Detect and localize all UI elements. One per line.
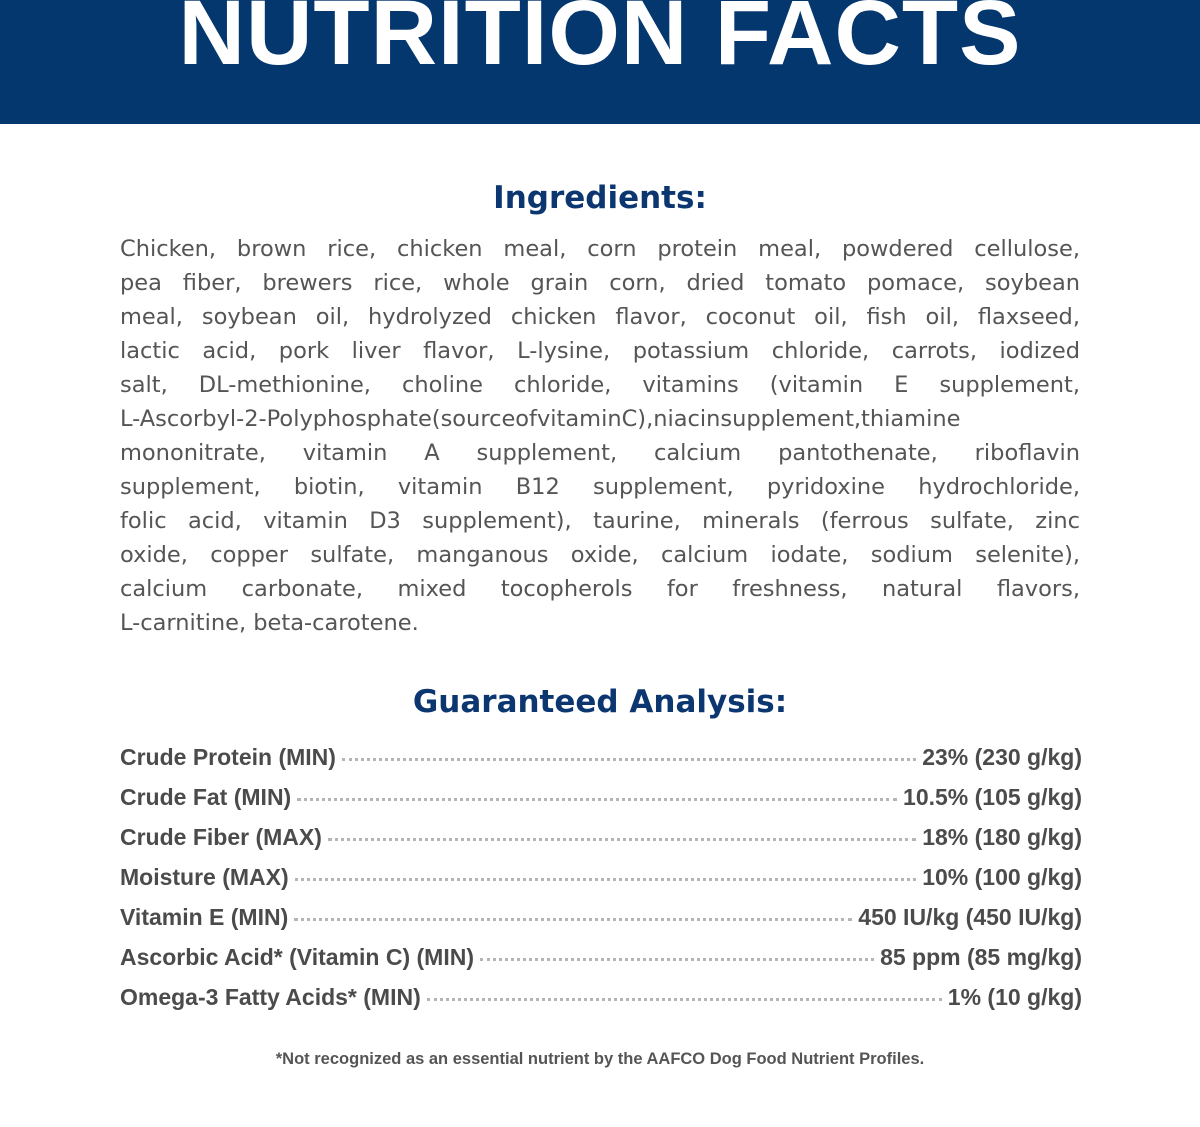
ingredients-line: mononitrate, vitamin A supplement, calci… <box>120 440 1080 466</box>
ingredients-line: lactic acid, pork liver flavor, L-lysine… <box>120 338 1080 364</box>
analysis-row: Crude Fat (MIN) 10.5% (105 g/kg) <box>120 784 1082 824</box>
nutrient-value: 23% (230 g/kg) <box>922 744 1082 770</box>
page-title: NUTRITION FACTS <box>178 0 1022 84</box>
ingredients-line: L-carnitine, beta-carotene. <box>120 610 419 636</box>
analysis-row: Omega-3 Fatty Acids* (MIN) 1% (10 g/kg) <box>120 984 1082 1024</box>
dot-leader <box>297 798 898 801</box>
ingredients-line: pea fiber, brewers rice, whole grain cor… <box>120 270 1080 296</box>
header-band: NUTRITION FACTS <box>0 0 1200 124</box>
analysis-row: Ascorbic Acid* (Vitamin C) (MIN) 85 ppm (… <box>120 944 1082 984</box>
nutrient-label: Crude Fat (MIN) <box>120 784 292 810</box>
nutrient-label: Crude Protein (MIN) <box>120 744 336 770</box>
dot-leader <box>479 958 875 961</box>
dot-leader <box>426 998 942 1001</box>
guaranteed-analysis-table: Crude Protein (MIN) 23% (230 g/kg) Crude F… <box>120 744 1082 1024</box>
analysis-row: Crude Protein (MIN) 23% (230 g/kg) <box>120 744 1082 784</box>
nutrient-value: 18% (180 g/kg) <box>922 824 1082 850</box>
nutrient-label: Moisture (MAX) <box>120 864 289 890</box>
nutrient-label: Vitamin E (MIN) <box>120 904 289 930</box>
nutrient-value: 10% (100 g/kg) <box>922 864 1082 890</box>
ingredients-line: folic acid, vitamin D3 supplement), taur… <box>120 508 1080 534</box>
analysis-row: Crude Fiber (MAX) 18% (180 g/kg) <box>120 824 1082 864</box>
ingredients-line: supplement, biotin, vitamin B12 suppleme… <box>120 474 1080 500</box>
guaranteed-analysis-heading: Guaranteed Analysis: <box>412 684 788 720</box>
analysis-row: Vitamin E (MIN) 450 IU/kg (450 IU/kg) <box>120 904 1082 944</box>
dot-leader <box>341 758 917 761</box>
ingredients-line: oxide, copper sulfate, manganous oxide, … <box>120 542 1080 568</box>
nutrient-value: 1% (10 g/kg) <box>947 984 1082 1010</box>
ingredients-line: Chicken, brown rice, chicken meal, corn … <box>120 236 1080 262</box>
ingredients-line: L-Ascorbyl-2-Polyphosphate(sourceofvitam… <box>120 406 961 432</box>
nutrient-label: Crude Fiber (MAX) <box>120 824 322 850</box>
ingredients-line: calcium carbonate, mixed tocopherols for… <box>120 576 1080 602</box>
analysis-row: Moisture (MAX) 10% (100 g/kg) <box>120 864 1082 904</box>
dot-leader <box>294 878 917 881</box>
ingredients-heading: Ingredients: <box>493 180 707 216</box>
footnote: *Not recognized as an essential nutrient… <box>275 1050 925 1068</box>
ingredients-line: salt, DL-methionine, choline chloride, v… <box>120 372 1080 398</box>
nutrient-value: 85 ppm (85 mg/kg) <box>880 944 1082 970</box>
nutrient-value: 450 IU/kg (450 IU/kg) <box>858 904 1082 930</box>
nutrient-label: Ascorbic Acid* (Vitamin C) (MIN) <box>120 944 474 970</box>
ingredients-text: Chicken, brown rice, chicken meal, corn … <box>120 232 1080 640</box>
ingredients-line: meal, soybean oil, hydrolyzed chicken fl… <box>120 304 1080 330</box>
dot-leader <box>327 838 917 841</box>
nutrient-value: 10.5% (105 g/kg) <box>903 784 1082 810</box>
nutrient-label: Omega-3 Fatty Acids* (MIN) <box>120 984 421 1010</box>
dot-leader <box>294 918 853 921</box>
